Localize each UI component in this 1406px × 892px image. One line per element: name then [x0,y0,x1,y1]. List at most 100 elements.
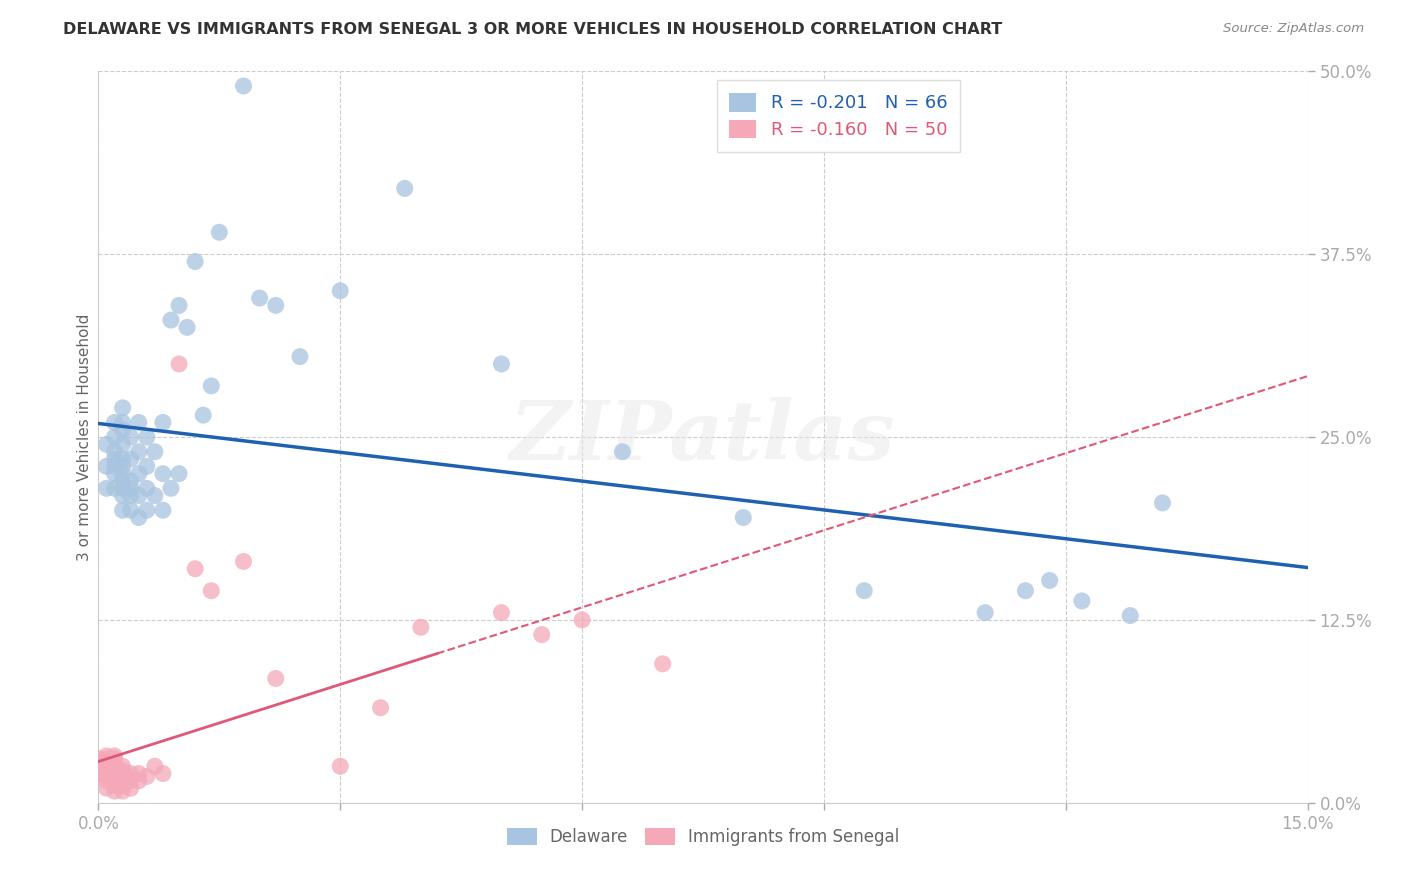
Text: DELAWARE VS IMMIGRANTS FROM SENEGAL 3 OR MORE VEHICLES IN HOUSEHOLD CORRELATION : DELAWARE VS IMMIGRANTS FROM SENEGAL 3 OR… [63,22,1002,37]
Point [111,467,134,481]
Point [651,657,673,671]
Point [103,755,125,769]
Point [111,437,134,451]
Point [111,766,134,780]
Point [111,459,134,474]
Point [1119,608,1142,623]
Point [103,769,125,783]
Point [1014,583,1036,598]
Point [135,481,157,495]
Point [103,752,125,766]
Point [103,773,125,788]
Point [120,503,142,517]
Point [103,467,125,481]
Point [96,766,118,780]
Point [111,481,134,495]
Point [120,766,142,780]
Point [128,773,150,788]
Point [111,778,134,792]
Point [87,759,110,773]
Point [135,503,157,517]
Point [143,444,166,458]
Point [103,430,125,444]
Point [96,481,118,495]
Point [160,313,183,327]
Point [120,773,142,788]
Point [135,769,157,783]
Point [111,759,134,773]
Point [103,784,125,798]
Point [87,766,110,780]
Point [329,284,352,298]
Point [167,298,190,312]
Point [111,769,134,783]
Point [143,489,166,503]
Point [733,510,755,524]
Point [96,437,118,451]
Point [152,766,174,780]
Point [96,769,118,783]
Point [128,766,150,780]
Point [111,401,134,415]
Point [111,489,134,503]
Point [111,452,134,467]
Point [232,78,254,93]
Point [96,773,118,788]
Point [264,672,287,686]
Point [96,749,118,764]
Point [120,452,142,467]
Point [394,181,416,195]
Text: ZIPatlas: ZIPatlas [510,397,896,477]
Point [329,759,352,773]
Point [370,700,392,714]
Point [103,759,125,773]
Point [96,752,118,766]
Point [249,291,271,305]
Point [409,620,432,634]
Point [120,781,142,796]
Point [111,423,134,437]
Point [96,755,118,769]
Text: Source: ZipAtlas.com: Source: ZipAtlas.com [1223,22,1364,36]
Point [974,606,997,620]
Point [111,773,134,788]
Point [176,320,198,334]
Point [120,430,142,444]
Point [160,481,183,495]
Point [264,298,287,312]
Point [103,778,125,792]
Point [288,350,311,364]
Point [612,444,634,458]
Point [152,416,174,430]
Point [96,781,118,796]
Point [193,408,215,422]
Point [103,764,125,778]
Point [103,766,125,780]
Point [135,459,157,474]
Point [96,764,118,778]
Point [87,752,110,766]
Point [1039,574,1062,588]
Point [120,481,142,495]
Point [152,467,174,481]
Point [208,225,231,239]
Point [232,554,254,568]
Point [103,459,125,474]
Point [491,357,513,371]
Point [128,416,150,430]
Point [200,379,222,393]
Point [152,503,174,517]
Point [111,503,134,517]
Point [184,254,207,268]
Point [111,416,134,430]
Point [96,459,118,474]
Point [167,357,190,371]
Legend: Delaware, Immigrants from Senegal: Delaware, Immigrants from Senegal [501,822,905,853]
Point [1070,594,1092,608]
Point [128,444,150,458]
Point [135,430,157,444]
Point [128,510,150,524]
Point [103,452,125,467]
Point [184,562,207,576]
Point [87,755,110,769]
